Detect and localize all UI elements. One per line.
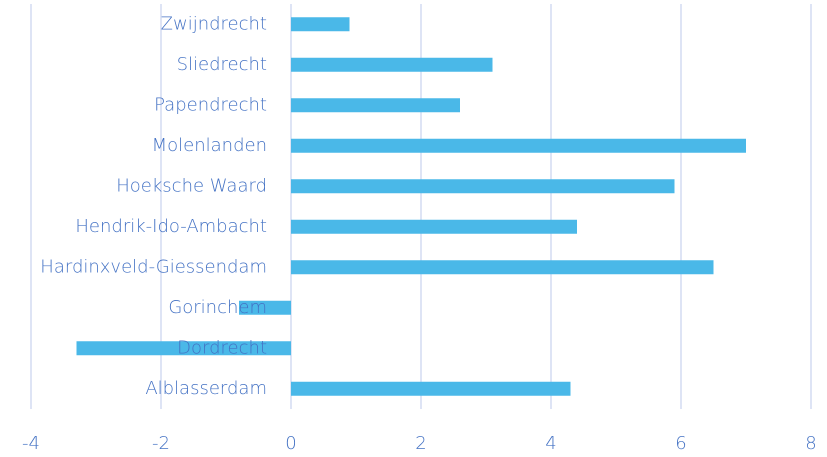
x-tick-label: 8 (805, 433, 816, 454)
y-tick-label: Alblasserdam (145, 378, 267, 399)
bar (291, 381, 571, 396)
bar (239, 300, 291, 315)
y-tick-label: Hoeksche Waard (116, 175, 267, 196)
bar (76, 341, 291, 356)
x-tick-label: 0 (285, 433, 296, 454)
y-tick-label: Molenlanden (152, 135, 267, 156)
y-tick-label: Hardinxveld-Giessendam (40, 256, 267, 277)
bar (291, 98, 460, 113)
bar (291, 138, 746, 153)
bar (291, 57, 493, 72)
y-tick-label: Hendrik-Ido-Ambacht (75, 216, 267, 237)
bar (291, 17, 350, 32)
bar (291, 179, 675, 194)
x-tick-label: -2 (152, 433, 170, 454)
y-tick-label: Gorinchem (168, 297, 267, 318)
x-tick-label: 6 (675, 433, 686, 454)
x-tick-label: -4 (22, 433, 40, 454)
y-tick-label: Dordrecht (177, 337, 267, 358)
x-tick-label: 2 (415, 433, 426, 454)
y-tick-label: Zwijndrecht (161, 13, 267, 34)
y-tick-label: Papendrecht (154, 94, 267, 115)
x-tick-label: 4 (545, 433, 556, 454)
bar (291, 219, 577, 234)
y-tick-label: Sliedrecht (177, 54, 267, 75)
bar (291, 260, 714, 275)
